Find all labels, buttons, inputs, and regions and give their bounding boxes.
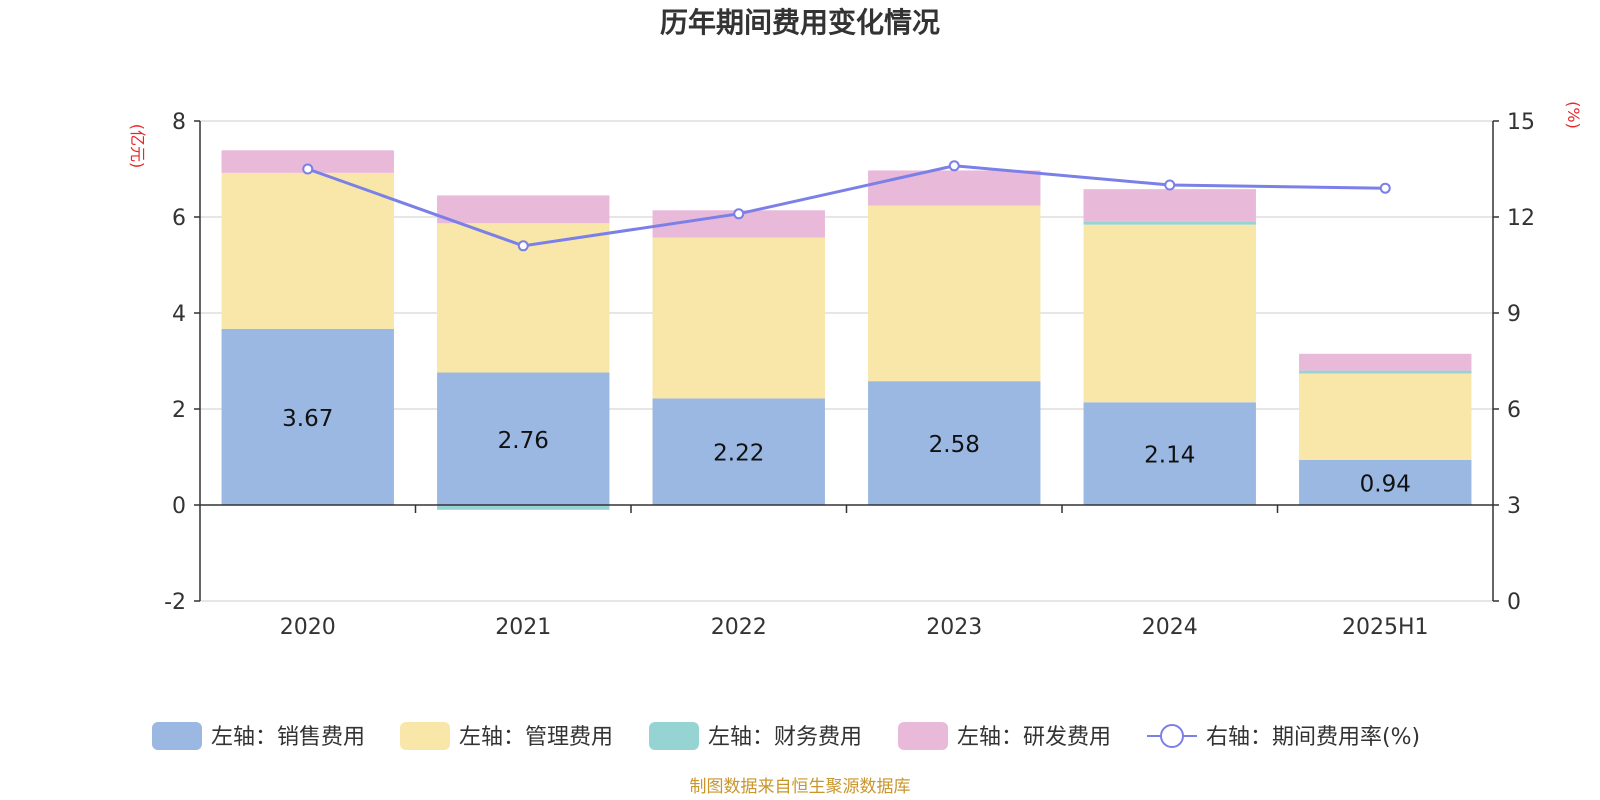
legend-label-3: 左轴：研发费用 <box>957 725 1111 750</box>
legend-label-2: 左轴：财务费用 <box>708 725 862 750</box>
legend: 左轴：销售费用 左轴：管理费用 左轴：财务费用 左轴：研发费用 右轴：期间费用率(%) <box>152 722 1420 750</box>
axes: -2 0 2 4 6 8 0 3 6 9 12 15 2020 2021 2022 2023 2024 2025H… <box>164 110 1535 640</box>
data-label-2021: 2.76 <box>498 428 549 454</box>
bar-2020-series-1 <box>221 172 394 329</box>
bar-2024-series-0 <box>1083 402 1256 505</box>
bar-2023-series-1 <box>868 205 1041 382</box>
bar-2025H1-series-0 <box>1299 459 1472 505</box>
bar-2023-series-0 <box>868 381 1041 505</box>
rate-point-2024 <box>1164 179 1176 191</box>
category-label-2020: 2020 <box>280 615 336 640</box>
chart-title: 历年期间费用变化情况 <box>660 6 940 39</box>
bar-2021-series-0 <box>437 372 610 505</box>
bar-2025H1-series-2 <box>1299 370 1472 374</box>
right-axis-tick-label: 3 <box>1507 494 1521 519</box>
bar-2022-series-0 <box>652 398 825 505</box>
data-label-2022: 2.22 <box>713 441 764 467</box>
legend-swatch-0 <box>152 722 202 750</box>
left-axis-unit: (亿元) <box>128 124 147 169</box>
legend-swatch-3 <box>898 722 948 750</box>
category-label-2023: 2023 <box>926 615 982 640</box>
legend-label-1: 左轴：管理费用 <box>459 725 613 750</box>
right-axis-tick-label: 15 <box>1507 110 1535 135</box>
data-label-2020: 3.67 <box>282 406 333 432</box>
bar-2025H1-series-1 <box>1299 373 1472 460</box>
rate-point-2025H1 <box>1379 182 1391 194</box>
left-axis-tick-label: -2 <box>164 590 186 615</box>
category-label-2025H1: 2025H1 <box>1342 615 1429 640</box>
left-axis-tick-label: 4 <box>172 302 186 327</box>
left-axis-tick-label: 2 <box>172 398 186 423</box>
bar-2021-series-3 <box>437 195 610 224</box>
left-axis-tick-label: 6 <box>172 206 186 231</box>
data-labels: 3.67 2.76 2.22 2.58 2.14 0.94 <box>282 406 1411 498</box>
right-axis-tick-label: 6 <box>1507 398 1521 423</box>
legend-swatch-2 <box>649 722 699 750</box>
right-axis-tick-label: 9 <box>1507 302 1521 327</box>
rate-line-path <box>307 164 1386 248</box>
bar-2024-series-1 <box>1083 224 1256 403</box>
rate-point-2022 <box>733 208 745 220</box>
bars <box>221 150 1472 510</box>
bar-2024-series-2 <box>1083 221 1256 225</box>
left-axis-tick-label: 8 <box>172 110 186 135</box>
data-label-2025H1: 0.94 <box>1360 471 1411 497</box>
bar-2020-series-0 <box>221 328 394 505</box>
category-label-2022: 2022 <box>711 615 767 640</box>
bar-2020-series-3 <box>221 150 394 173</box>
bar-2023-series-3 <box>868 170 1041 206</box>
right-axis-tick-label: 0 <box>1507 590 1521 615</box>
legend-label-4: 右轴：期间费用率(%) <box>1206 725 1420 750</box>
right-axis-tick-label: 12 <box>1507 206 1535 231</box>
legend-swatch-1 <box>400 722 450 750</box>
rate-point-2020 <box>302 163 314 175</box>
expense-rate-line <box>302 160 1391 252</box>
category-label-2021: 2021 <box>495 615 551 640</box>
right-axis-unit: (%) <box>1564 101 1583 129</box>
bar-2025H1-series-3 <box>1299 353 1472 371</box>
legend-label-0: 左轴：销售费用 <box>211 725 365 750</box>
bar-2021-series-2 <box>437 505 610 510</box>
data-label-2023: 2.58 <box>929 432 980 458</box>
rate-point-2023 <box>948 160 960 172</box>
category-label-2024: 2024 <box>1142 615 1198 640</box>
rate-point-2021 <box>517 240 529 252</box>
left-axis-tick-label: 0 <box>172 494 186 519</box>
bar-2024-series-3 <box>1083 189 1256 222</box>
source-note: 制图数据来自恒生聚源数据库 <box>690 777 911 797</box>
data-label-2024: 2.14 <box>1144 443 1195 469</box>
legend-swatch-marker <box>1160 724 1184 748</box>
bar-2022-series-1 <box>652 237 825 399</box>
